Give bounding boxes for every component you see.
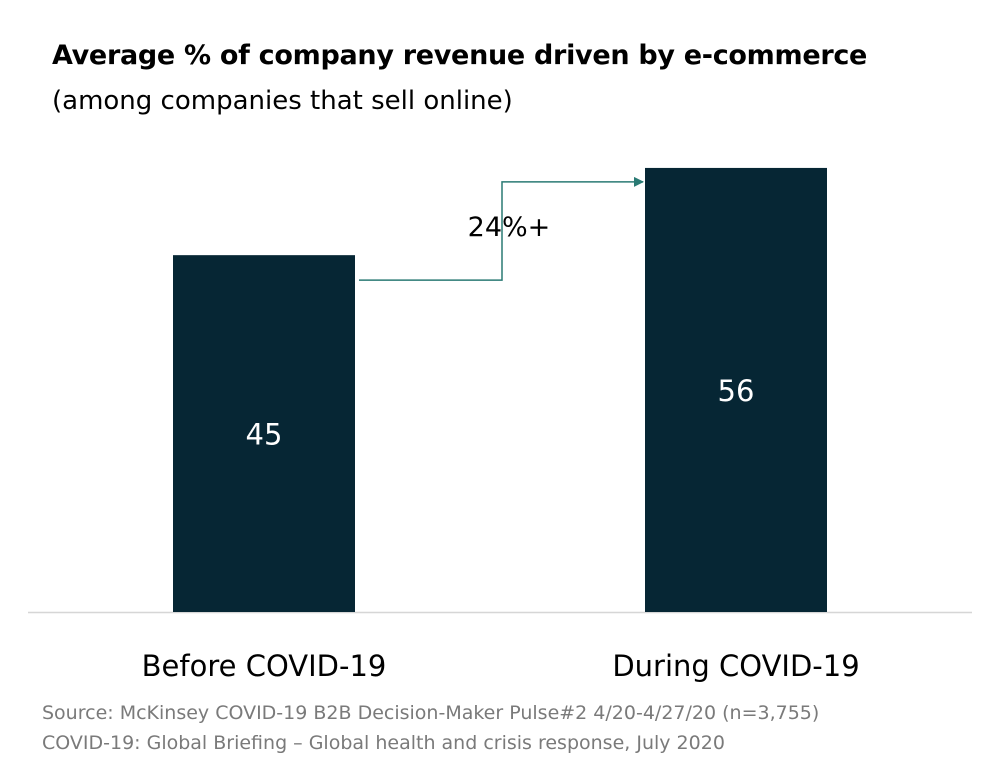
category-label-2: During COVID-19	[612, 649, 859, 683]
source-note: Source: McKinsey COVID-19 B2B Decision-M…	[42, 698, 819, 758]
data-label-1: 45	[246, 418, 283, 452]
chart-subtitle: (among companies that sell online)	[52, 86, 513, 116]
source-line-1: Source: McKinsey COVID-19 B2B Decision-M…	[42, 702, 820, 724]
growth-arrow	[359, 176, 644, 281]
bar-1	[173, 255, 355, 612]
category-label-1: Before COVID-19	[142, 649, 387, 683]
source-line-2: COVID-19: Global Briefing – Global healt…	[42, 732, 725, 754]
bar-2	[645, 167, 827, 613]
chart-title: Average % of company revenue driven by e…	[52, 40, 868, 71]
data-label-2: 56	[718, 374, 755, 408]
growth-annotation: 24%+	[468, 212, 551, 243]
plot-area: 45 Before COVID-19 56 During COVID-19 24%+	[28, 167, 972, 683]
